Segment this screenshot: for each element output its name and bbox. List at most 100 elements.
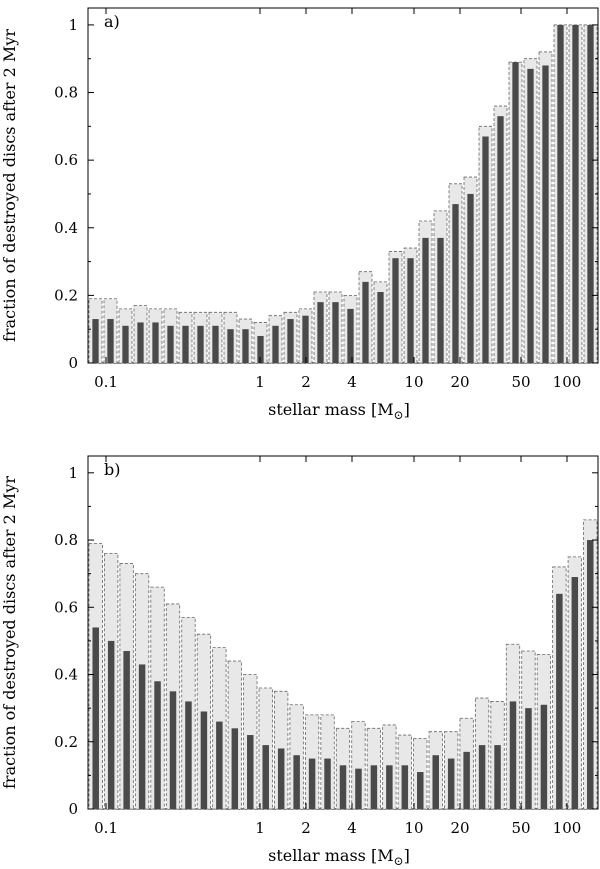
panel-b-dark-bar <box>277 748 285 809</box>
panel-b-y-tick-label: 0.8 <box>54 531 78 549</box>
panel-b-dark-bar <box>540 704 548 809</box>
panel-b-dark-bar <box>324 758 331 809</box>
panel-a-x-tick-label: 50 <box>511 373 530 391</box>
panel-b-dark-bar <box>386 765 393 809</box>
panel-b-y-axis-title: fraction of destroyed discs after 2 Myr <box>0 476 19 789</box>
panel-b-y-tick-label: 0 <box>68 800 78 818</box>
panel-a-y-tick-label: 0.2 <box>54 286 78 304</box>
panel-b-dark-bar <box>525 708 532 809</box>
panel-a-dark-bar <box>347 308 354 363</box>
panel-a-dark-bar <box>482 136 489 363</box>
panel-b-x-axis-title: stellar mass [M⊙] <box>268 846 410 868</box>
panel-b-x-tick-label: 2 <box>301 819 311 837</box>
panel-a-x-tick-label: 1 <box>255 373 265 391</box>
panel-b-x-tick-label: 20 <box>450 819 469 837</box>
panel-a-dark-bar <box>227 329 234 363</box>
panel-b-x-tick-label: 50 <box>511 819 530 837</box>
panel-a-dark-bar <box>182 325 189 363</box>
panel-a-dark-bar <box>512 62 519 363</box>
panel-a-x-tick-label: 100 <box>553 373 582 391</box>
panel-b-dark-bar <box>463 751 470 809</box>
panel-a-dark-bar <box>542 65 549 363</box>
panel-a-plot-frame <box>87 7 599 364</box>
panel-b-dark-bar <box>401 765 409 809</box>
panel-a-dark-bar <box>467 193 474 363</box>
panel-b-dark-bar <box>370 765 378 809</box>
panel-b-x-tick-label: 0.1 <box>94 819 118 837</box>
panel-b-x-tick-label: 100 <box>553 819 582 837</box>
panel-b-dark-bar <box>509 701 517 809</box>
panel-a-dark-bar <box>287 319 294 363</box>
panel-b-dark-bar <box>417 772 424 809</box>
panel-b-dark-bar <box>247 735 254 809</box>
panel-a-dark-bar <box>527 68 534 364</box>
panel-a-dark-bar <box>587 24 594 364</box>
panel-b-dark-bar <box>587 540 594 809</box>
panel-a-y-tick-label: 1 <box>68 16 78 34</box>
panel-b-dark-bar <box>556 593 563 809</box>
panel-b-dark-bar <box>216 721 223 809</box>
panel-b-x-tick-label: 1 <box>255 819 265 837</box>
panel-b-x-tick-label: 10 <box>404 819 423 837</box>
panel-b-label: b) <box>104 460 120 479</box>
panel-b-dark-bar <box>107 640 115 809</box>
panel-b-dark-bar <box>308 758 316 809</box>
panel-b-dark-bar <box>200 711 208 809</box>
panel-a-dark-bar <box>107 319 114 363</box>
panel-a-x-tick-label: 0.1 <box>94 373 118 391</box>
panel-b-dark-bar <box>339 765 347 809</box>
panel-b-dark-bar <box>185 701 192 809</box>
panel-a-dark-bar <box>92 319 99 363</box>
panel-b-x-tick-label: 4 <box>347 819 357 837</box>
panel-a-dark-bar <box>497 116 504 363</box>
panel-a-dark-bar <box>392 258 399 363</box>
panel-a-dark-bar <box>317 302 324 363</box>
panel-a-dark-bar <box>362 281 369 363</box>
panel-a-y-axis-title: fraction of destroyed discs after 2 Myr <box>0 29 19 342</box>
panel-b-dark-bar <box>231 728 239 809</box>
panel-b-dark-bar <box>571 577 579 809</box>
panel-a-dark-bar <box>167 325 174 363</box>
panel-b-dark-bar <box>447 758 455 809</box>
panel-a-dark-bar <box>272 325 279 363</box>
panel-b-y-tick-label: 0.6 <box>54 598 78 616</box>
panel-a-y-tick-label: 0 <box>68 354 78 372</box>
panel-b-y-tick-label: 0.4 <box>54 666 78 684</box>
panel-a-x-tick-label: 4 <box>347 373 357 391</box>
panel-a-dark-bar <box>452 204 459 363</box>
panel-a-dark-bar <box>422 237 429 363</box>
panel-b-dark-bar <box>293 755 300 809</box>
panel-b-dark-bar <box>355 768 362 809</box>
panel-b-dark-bar <box>154 681 161 809</box>
panel-a-y-tick-label: 0.4 <box>54 219 78 237</box>
panel-a-dark-bar <box>332 302 339 363</box>
panel-b-dark-bar <box>92 627 99 809</box>
panel-b-dark-bar <box>262 745 269 809</box>
panel-a-dark-bar <box>377 292 384 363</box>
panel-b-dark-bar <box>494 745 501 809</box>
panel-a-label: a) <box>104 12 120 31</box>
panel-b-dark-bar <box>123 650 130 809</box>
panel-a-dark-bar <box>302 315 309 363</box>
panel-a-x-tick-label: 10 <box>404 373 423 391</box>
panel-b-y-tick-label: 1 <box>68 464 78 482</box>
panel-a-dark-bar <box>242 329 249 363</box>
panel-a-dark-bar <box>197 325 204 363</box>
panel-b-dark-bar <box>169 691 177 809</box>
panel-a-dark-bar <box>137 322 144 363</box>
panel-a-dark-bar <box>437 237 444 363</box>
panel-a-y-tick-label: 0.6 <box>54 151 78 169</box>
panel-b-y-tick-label: 0.2 <box>54 733 78 751</box>
panel-b-dark-bar <box>432 755 439 809</box>
panel-a-y-tick-label: 0.8 <box>54 84 78 102</box>
panel-a-x-tick-label: 2 <box>301 373 311 391</box>
panel-a-dark-bar <box>572 24 579 364</box>
panel-a-dark-bar <box>152 322 159 363</box>
panel-a-x-axis-title: stellar mass [M⊙] <box>268 400 410 422</box>
panel-a-x-tick-label: 20 <box>450 373 469 391</box>
panel-b-dark-bar <box>138 664 146 809</box>
panel-a-dark-bar <box>122 325 129 363</box>
panel-a-dark-bar <box>557 24 564 364</box>
panel-a-dark-bar <box>257 335 264 363</box>
